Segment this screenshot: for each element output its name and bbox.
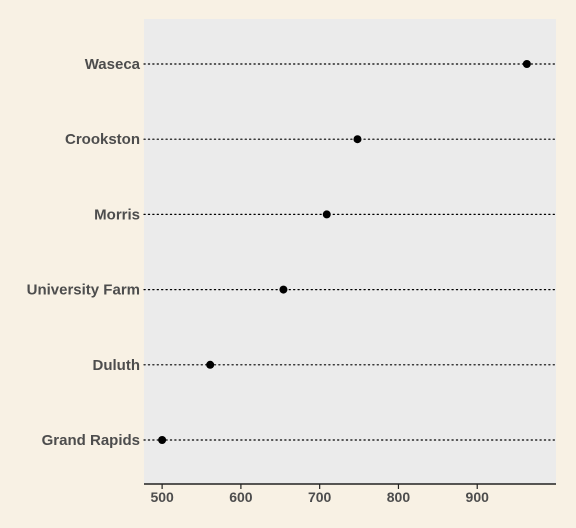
x-tick-label-900: 900	[466, 489, 490, 505]
data-point-crookston	[353, 135, 362, 144]
category-label-grand-rapids: Grand Rapids	[42, 432, 140, 449]
data-point-university-farm	[279, 285, 288, 294]
category-label-crookston: Crookston	[65, 131, 140, 148]
x-tick-label-600: 600	[229, 489, 253, 505]
data-point-grand-rapids	[158, 436, 167, 444]
category-label-duluth: Duluth	[93, 357, 140, 374]
data-point-waseca	[522, 60, 531, 68]
panel-background	[144, 19, 556, 484]
x-tick-label-800: 800	[387, 489, 411, 505]
data-points	[158, 60, 531, 444]
category-label-morris: Morris	[94, 206, 140, 223]
category-labels: Waseca Crookston Morris University Farm Dulu…	[27, 56, 141, 449]
x-axis-ticks: 500 600 700 800 900	[150, 484, 489, 505]
guide-lines	[143, 63, 557, 441]
data-point-morris	[322, 210, 331, 219]
category-label-university-farm: University Farm	[27, 282, 140, 299]
x-tick-label-500: 500	[150, 489, 174, 505]
x-tick-label-700: 700	[308, 489, 332, 505]
data-point-duluth	[206, 360, 215, 369]
category-label-waseca: Waseca	[85, 56, 141, 73]
